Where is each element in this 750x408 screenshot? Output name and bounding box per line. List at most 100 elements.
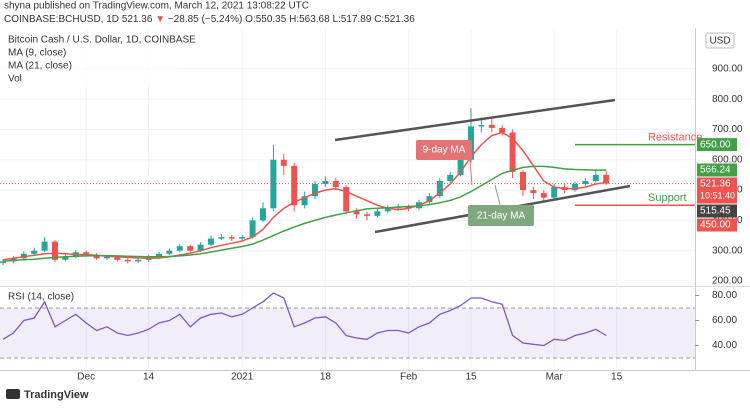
candle-body xyxy=(114,256,121,260)
change: −28.85 (−5.24%) xyxy=(168,14,243,25)
ohlc: H:563.68 xyxy=(289,14,330,25)
candle-body xyxy=(0,261,6,263)
y-tick-label: 600.00 xyxy=(712,154,743,165)
level-label: Resistance xyxy=(648,132,702,144)
ma-line xyxy=(2,165,607,263)
x-tick-label: Feb xyxy=(400,372,418,383)
candle-body xyxy=(280,159,287,166)
candle-body xyxy=(301,196,308,206)
candle-body xyxy=(426,196,433,203)
chart-title: Bitcoin Cash / U.S. Dollar, 1D, COINBASE xyxy=(8,35,196,46)
callout: 9-day MA xyxy=(423,145,466,156)
price-label-box xyxy=(697,177,737,204)
publisher: shyna published on TradingView.com, Marc… xyxy=(4,1,309,12)
legend-entry: MA (21, close) xyxy=(8,61,72,72)
legend-entry: RSI (14, close) xyxy=(8,292,74,303)
x-tick-label: 14 xyxy=(143,372,155,383)
channel-upper xyxy=(334,98,616,142)
callout-box xyxy=(416,140,472,160)
price-label-box xyxy=(697,218,737,232)
price-label: 450.00 xyxy=(700,220,731,231)
y-tick-label: 700.00 xyxy=(712,124,743,135)
candle-body xyxy=(384,208,391,212)
candle-body xyxy=(374,211,381,216)
candle-body xyxy=(530,190,537,194)
price-label: 650.00 xyxy=(700,139,731,150)
candle-body xyxy=(582,180,589,185)
legend-bg xyxy=(0,32,180,86)
candle-body xyxy=(353,211,360,215)
price-label-time: 10:51:40 xyxy=(700,190,735,200)
candle-body xyxy=(124,259,131,262)
ohlc: L:517.89 xyxy=(332,14,371,25)
ohlc: O:550.35 xyxy=(245,14,287,25)
brand: TradingView xyxy=(24,389,89,401)
candle-body xyxy=(364,214,370,216)
rsi-line xyxy=(2,292,607,347)
candle-body xyxy=(156,253,162,258)
level-label: Support xyxy=(648,192,687,204)
candle-body xyxy=(572,184,578,191)
candle-body xyxy=(447,174,454,181)
symbol-line: COINBASE:BCHUSD, 1D 521.36 ▼ −28.85 (−5.… xyxy=(4,14,415,25)
candle-body xyxy=(509,132,516,172)
callout-arrow xyxy=(469,159,473,186)
x-tick-label: 15 xyxy=(465,372,477,383)
legend-entry: Vol xyxy=(8,74,22,85)
y-tick-label: 80.00 xyxy=(712,290,737,301)
candle-body xyxy=(239,237,246,239)
candle-body xyxy=(197,244,204,251)
y-tick-label: 900.00 xyxy=(712,63,743,74)
candle-body xyxy=(249,220,256,238)
candle-body xyxy=(41,241,48,251)
candle-body xyxy=(332,180,339,188)
candle-body xyxy=(603,174,610,184)
symbol: COINBASE:BCHUSD, 1D xyxy=(4,14,119,25)
candle-body xyxy=(343,187,350,212)
candle-body xyxy=(52,241,58,260)
candle-body xyxy=(218,237,225,239)
last: 521.36 xyxy=(122,14,153,25)
candle-body xyxy=(488,124,495,128)
currency-box[interactable] xyxy=(705,32,735,49)
x-tick-label: 15 xyxy=(611,372,623,383)
price-label: 515.45 xyxy=(700,206,731,217)
direction: ▼ xyxy=(155,14,165,25)
candle-body xyxy=(540,193,547,198)
y-tick-label: 40.00 xyxy=(712,340,737,351)
callout: 21-day MA xyxy=(477,211,526,222)
candle-body xyxy=(93,255,100,259)
price-label-box xyxy=(697,138,737,152)
y-tick-label: 200.00 xyxy=(712,276,743,287)
candle-body xyxy=(208,238,214,245)
callout-arrow xyxy=(494,184,501,206)
candle-body xyxy=(228,237,235,239)
candle-body xyxy=(592,174,599,181)
candle-body xyxy=(31,250,38,254)
price-label-box xyxy=(697,204,737,218)
candle-body xyxy=(176,246,183,251)
price-label-box xyxy=(697,163,737,177)
candle-body xyxy=(312,184,318,197)
logo xyxy=(6,389,20,399)
candle-body xyxy=(457,159,464,175)
candle-body xyxy=(291,165,298,206)
candle-body xyxy=(166,250,173,254)
y-tick-label: 300.00 xyxy=(712,245,743,256)
y-tick-label: 60.00 xyxy=(712,315,737,326)
x-tick-label: 18 xyxy=(320,372,332,383)
candle-body xyxy=(478,124,485,127)
candle-body xyxy=(436,180,443,197)
candle-body xyxy=(551,187,558,198)
rsi-band xyxy=(0,308,695,358)
price-label: 521.36 xyxy=(700,179,731,190)
candle-body xyxy=(135,259,142,262)
candle-body xyxy=(260,208,266,221)
x-tick-label: Dec xyxy=(77,372,95,383)
y-tick-label: 800.00 xyxy=(712,94,743,105)
candle-body xyxy=(187,246,194,251)
currency: USD xyxy=(709,36,730,47)
candle-body xyxy=(104,256,110,259)
x-tick-label: 2021 xyxy=(231,372,254,383)
